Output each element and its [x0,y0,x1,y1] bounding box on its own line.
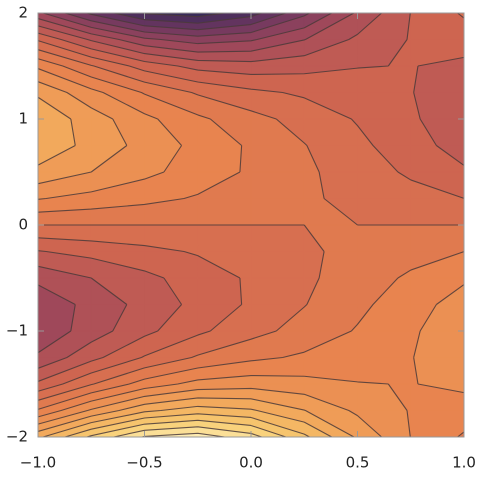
contour-line [37,12,382,369]
contour-line [37,12,465,392]
x-tick-label: −1.0 [20,454,56,472]
contour-line [37,49,464,401]
contour-line [37,68,465,438]
contour-line [113,426,262,438]
contour-line [64,12,310,37]
contour-line [64,413,310,438]
contour-line [37,96,355,438]
y-tick-label: 1 [18,110,28,128]
x-tick-label: 0.5 [346,454,370,472]
contour-line [42,12,333,45]
contour-line [37,81,382,438]
y-tick-label: −2 [6,428,28,446]
contour-line [37,12,465,382]
x-tick-label: 0.0 [239,454,263,472]
contour-line [37,12,355,354]
y-tick-label: 2 [18,4,28,22]
y-tick-label: −1 [6,322,28,340]
x-tick-label: 1.0 [452,454,476,472]
contour-line [86,12,287,31]
y-tick-label: 0 [18,216,28,234]
contour-line [113,12,262,24]
contour-line [42,405,333,438]
x-tick-label: −0.5 [126,454,162,472]
contour-line [37,58,465,438]
contour-line [86,419,287,438]
